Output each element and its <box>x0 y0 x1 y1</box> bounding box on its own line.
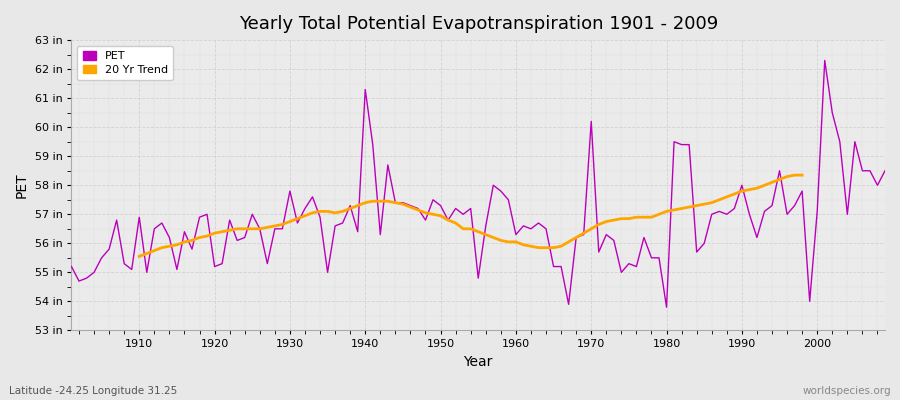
Text: Latitude -24.25 Longitude 31.25: Latitude -24.25 Longitude 31.25 <box>9 386 177 396</box>
Title: Yearly Total Potential Evapotranspiration 1901 - 2009: Yearly Total Potential Evapotranspiratio… <box>238 15 718 33</box>
Text: worldspecies.org: worldspecies.org <box>803 386 891 396</box>
X-axis label: Year: Year <box>464 355 493 369</box>
Legend: PET, 20 Yr Trend: PET, 20 Yr Trend <box>77 46 174 80</box>
Y-axis label: PET: PET <box>15 172 29 198</box>
